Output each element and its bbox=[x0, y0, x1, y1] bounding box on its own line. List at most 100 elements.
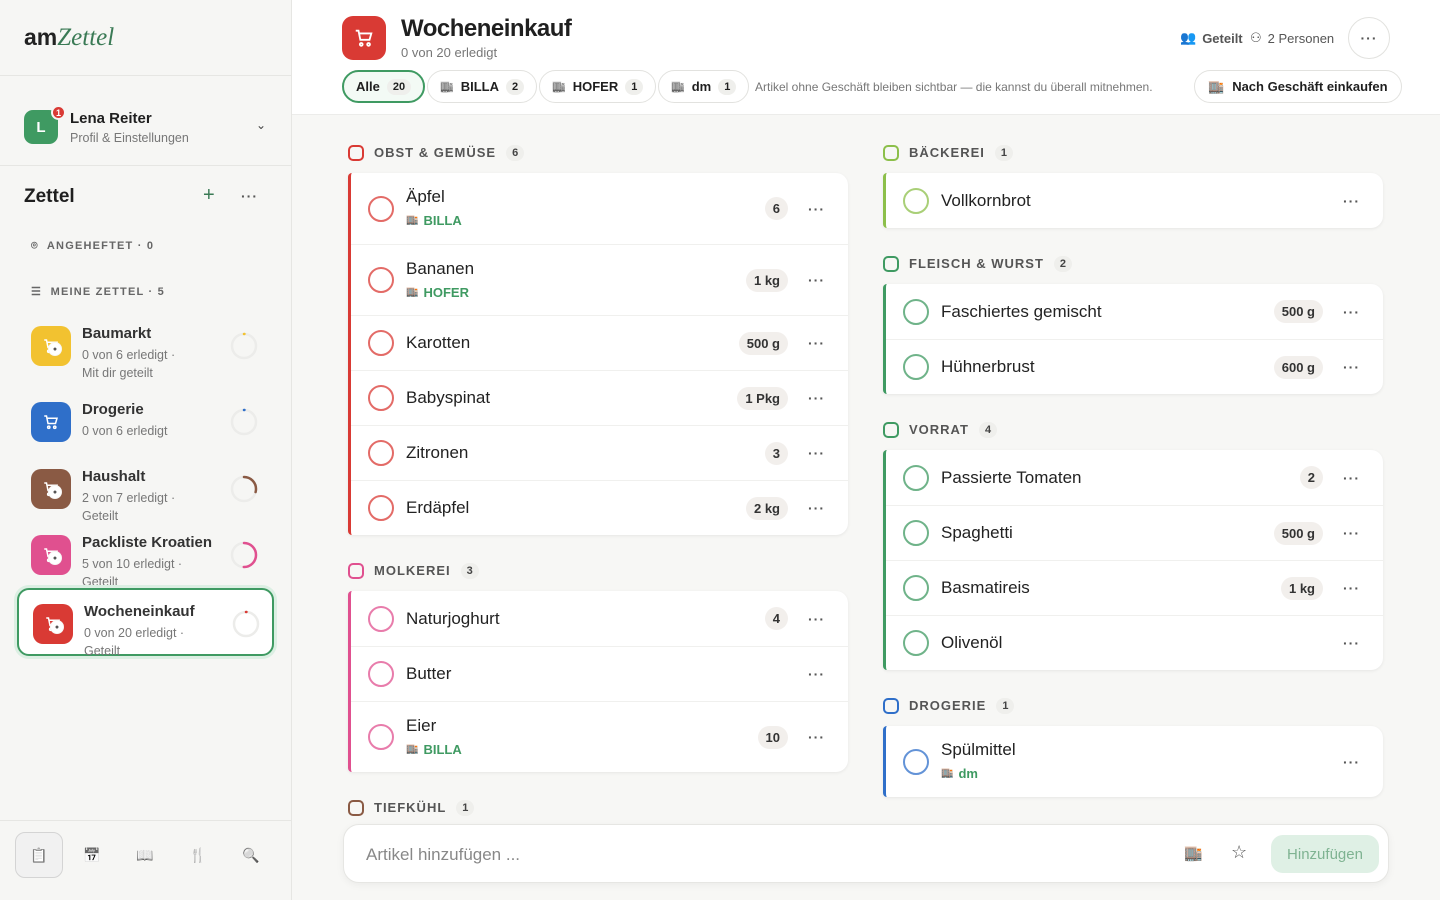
item-more[interactable]: ··· bbox=[1343, 359, 1360, 375]
store-picker[interactable]: 🏬 bbox=[1184, 845, 1203, 862]
ring-progress bbox=[230, 541, 258, 569]
item-more[interactable]: ··· bbox=[1343, 192, 1360, 209]
filter-label: HOFER bbox=[572, 79, 619, 94]
item-row: Spülmittel 🏬 dm ··· bbox=[886, 726, 1383, 797]
item-checkbox[interactable] bbox=[368, 195, 394, 222]
list-name: Wocheneinkauf bbox=[84, 603, 195, 620]
item-row: Vollkornbrot ··· bbox=[886, 173, 1383, 228]
add-list[interactable]: + bbox=[203, 184, 215, 206]
item-checkbox[interactable] bbox=[368, 385, 394, 411]
item-checkbox[interactable] bbox=[903, 520, 929, 546]
nav-button[interactable]: 📋 bbox=[15, 832, 63, 878]
list-item[interactable]: ● Haushalt 2 von 7 erledigt · Geteilt bbox=[17, 455, 274, 523]
section-count: 1 bbox=[994, 144, 1014, 161]
item-more[interactable]: ··· bbox=[808, 272, 825, 288]
item-checkbox[interactable] bbox=[903, 748, 929, 775]
section-count: 6 bbox=[506, 144, 525, 161]
store-name: BILLA bbox=[423, 742, 462, 757]
item-name: Butter bbox=[406, 664, 452, 683]
item-checkbox[interactable] bbox=[903, 630, 929, 656]
section-icon bbox=[883, 144, 899, 161]
list-item[interactable]: ● Wocheneinkauf 0 von 20 erledigt · Geteil… bbox=[17, 588, 274, 658]
item-name: Zitronen bbox=[406, 443, 469, 462]
user-name: Lena Reiter bbox=[70, 110, 152, 127]
list-name: Haushalt bbox=[82, 468, 146, 485]
item-row: Zitronen 3 ··· bbox=[351, 425, 848, 480]
list-item[interactable]: ● Packliste Kroatien 5 von 10 erledigt · G… bbox=[17, 521, 274, 589]
item-qty: 1 Pkg bbox=[737, 386, 788, 410]
item-more[interactable]: ··· bbox=[808, 666, 825, 682]
item-more[interactable]: ··· bbox=[808, 729, 825, 745]
user-menu[interactable]: L 1 Lena Reiter Profil & Einstellungen ⌄ bbox=[24, 105, 274, 148]
list-item[interactable]: ● Baumarkt 0 von 6 erledigt · Mit dir gete… bbox=[17, 312, 274, 380]
item-checkbox[interactable] bbox=[903, 298, 929, 325]
item-checkbox[interactable] bbox=[368, 495, 394, 521]
store-icon: 🏬 bbox=[406, 215, 419, 226]
item-checkbox[interactable] bbox=[368, 440, 394, 466]
item-checkbox[interactable] bbox=[903, 187, 929, 214]
nav-button[interactable]: 📖 bbox=[136, 846, 154, 863]
item-input[interactable]: Artikel hinzufügen ... bbox=[366, 845, 521, 864]
item-checkbox[interactable] bbox=[368, 330, 394, 356]
item-checkbox[interactable] bbox=[903, 354, 929, 380]
section-icon bbox=[348, 562, 364, 579]
ring-progress bbox=[230, 475, 258, 503]
item-name: Hühnerbrust bbox=[941, 357, 1035, 376]
item-row: Olivenöl ··· bbox=[886, 615, 1383, 670]
item-qty: 2 kg bbox=[745, 496, 788, 520]
item-more[interactable]: ··· bbox=[808, 500, 825, 516]
item-more[interactable]: ··· bbox=[808, 335, 825, 351]
divider bbox=[0, 165, 291, 166]
item-checkbox[interactable] bbox=[368, 724, 394, 750]
store-icon: 🏬 bbox=[671, 81, 685, 93]
item-name: Naturjoghurt bbox=[406, 608, 500, 628]
column: OBST & GEMÜSE 6 Äpfel 🏬 BILLA 6 ··· Bananen 🏬 HOF… bbox=[348, 140, 848, 828]
item-more[interactable]: ··· bbox=[1343, 635, 1360, 651]
item-more[interactable]: ··· bbox=[808, 610, 825, 627]
people-button[interactable]: ⚇ 2 Personen bbox=[1250, 30, 1335, 46]
section-icon bbox=[348, 144, 364, 161]
list-item[interactable]: Drogerie 0 von 6 erledigt bbox=[17, 388, 274, 456]
item-more[interactable]: ··· bbox=[808, 200, 825, 217]
nav-button[interactable]: 📅 bbox=[83, 846, 101, 863]
pinned-label: ⌾ ANGEHEFTET · 0 bbox=[31, 240, 155, 252]
item-more[interactable]: ··· bbox=[1343, 580, 1360, 596]
nav-button[interactable]: 🍴 bbox=[189, 846, 207, 863]
item-name: Bananen bbox=[406, 259, 475, 278]
cart-icon bbox=[355, 29, 373, 47]
item-qty: 500 g bbox=[1273, 521, 1323, 545]
lists-more[interactable]: ··· bbox=[241, 188, 258, 204]
user-subtitle: Profil & Einstellungen bbox=[70, 131, 189, 145]
item-checkbox[interactable] bbox=[903, 464, 929, 491]
item-checkbox[interactable] bbox=[903, 575, 929, 601]
nav-button[interactable]: 🔍 bbox=[242, 846, 260, 863]
item-more[interactable]: ··· bbox=[1343, 303, 1360, 320]
item-more[interactable]: ··· bbox=[1343, 469, 1360, 486]
item-checkbox[interactable] bbox=[368, 267, 394, 293]
mine-text: MEINE ZETTEL · 5 bbox=[50, 286, 165, 298]
item-more[interactable]: ··· bbox=[1343, 753, 1360, 770]
item-more[interactable]: ··· bbox=[808, 390, 825, 406]
filter-label: dm bbox=[691, 79, 712, 94]
item-more[interactable]: ··· bbox=[808, 445, 825, 461]
filter-chip[interactable]: 🏬 HOFER 1 bbox=[539, 70, 657, 103]
divider bbox=[0, 75, 291, 76]
item-name: Spaghetti bbox=[941, 523, 1013, 542]
item-checkbox[interactable] bbox=[368, 661, 394, 687]
favorite[interactable]: ☆ bbox=[1231, 842, 1248, 862]
filter-label: Alle bbox=[356, 79, 380, 94]
add-button[interactable]: Hinzufügen bbox=[1271, 835, 1379, 873]
item-checkbox[interactable] bbox=[368, 605, 394, 632]
filter-count: 20 bbox=[386, 78, 412, 95]
filter-chip[interactable]: Alle 20 bbox=[342, 70, 426, 103]
filter-chip[interactable]: 🏬 BILLA 2 bbox=[427, 70, 538, 103]
list-more[interactable]: ··· bbox=[1348, 17, 1390, 59]
item-row: Basmatireis 1 kg ··· bbox=[886, 560, 1383, 615]
item-qty: 4 bbox=[764, 607, 788, 630]
list-icon bbox=[342, 16, 386, 60]
filter-count: 1 bbox=[718, 78, 737, 95]
item-more[interactable]: ··· bbox=[1343, 525, 1360, 541]
filter-chip[interactable]: 🏬 dm 1 bbox=[658, 70, 750, 103]
shop-by-store[interactable]: 🏬 Nach Geschäft einkaufen bbox=[1194, 70, 1402, 103]
